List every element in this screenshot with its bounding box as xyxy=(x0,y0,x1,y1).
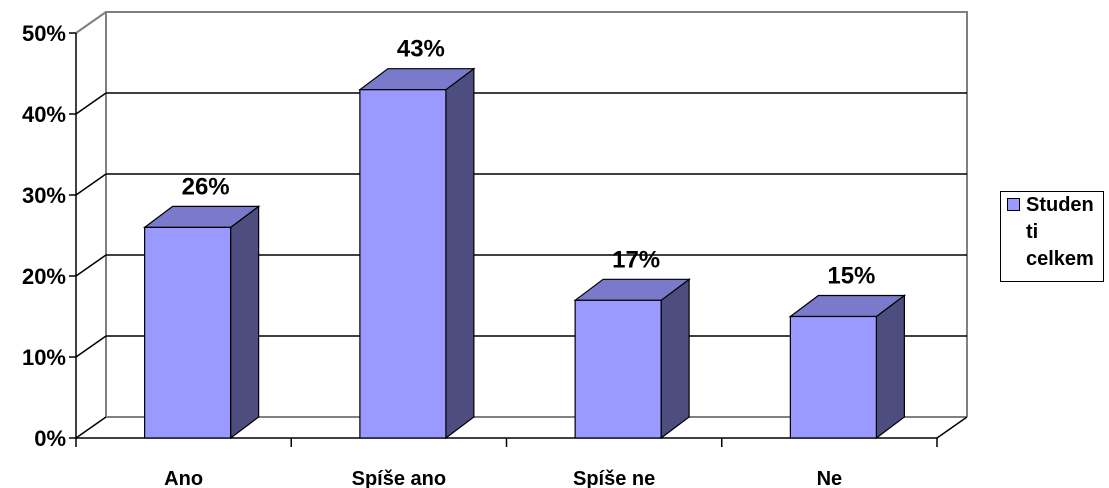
top-depth-edge xyxy=(76,12,106,33)
x-tick-label: Spíše ano xyxy=(352,468,446,488)
value-label: 17% xyxy=(612,246,660,273)
bar-side xyxy=(661,279,689,438)
bars xyxy=(145,69,905,438)
bar-side xyxy=(231,206,259,438)
floor-right-edge xyxy=(937,417,967,438)
bar-side xyxy=(446,69,474,438)
bar xyxy=(790,296,904,439)
floor-left-edge xyxy=(76,417,106,438)
value-label: 43% xyxy=(397,36,445,63)
value-label: 15% xyxy=(827,263,875,290)
x-axis-tick-labels: Ano Spíše ano Spíše ne Ne xyxy=(164,468,842,488)
bar-front xyxy=(575,300,661,438)
y-tick-label: 20% xyxy=(22,264,66,289)
bar-side xyxy=(876,296,904,439)
legend-label-line: Studen xyxy=(1026,192,1104,219)
x-tick-label: Spíše ne xyxy=(573,468,655,488)
legend-label: Studen ti celkem xyxy=(1026,192,1104,273)
gridline-depth xyxy=(76,93,106,114)
x-tick-label: Ne xyxy=(817,468,843,488)
gridline-depth xyxy=(76,174,106,195)
y-axis-tick-labels: 0% 10% 20% 30% 40% 50% xyxy=(22,21,66,451)
bar xyxy=(145,206,259,438)
y-tick-label: 40% xyxy=(22,102,66,127)
legend-swatch xyxy=(1007,198,1020,211)
y-tick-label: 10% xyxy=(22,345,66,370)
value-labels: 26% 43% 17% 15% xyxy=(182,36,876,290)
legend-label-line: celkem xyxy=(1026,246,1104,273)
y-tick-label: 50% xyxy=(22,21,66,46)
bar xyxy=(575,279,689,438)
y-tick-label: 0% xyxy=(34,426,66,451)
legend: Studen ti celkem xyxy=(1000,191,1104,282)
y-tick-label: 30% xyxy=(22,183,66,208)
x-tick-label: Ano xyxy=(164,468,203,488)
bar-front xyxy=(790,317,876,439)
bar-front xyxy=(360,90,446,438)
bar-front xyxy=(145,227,231,438)
value-label: 26% xyxy=(182,173,230,200)
legend-label-line: ti xyxy=(1026,219,1104,246)
gridline-depth xyxy=(76,336,106,357)
bar xyxy=(360,69,474,438)
gridline-depth xyxy=(76,255,106,276)
